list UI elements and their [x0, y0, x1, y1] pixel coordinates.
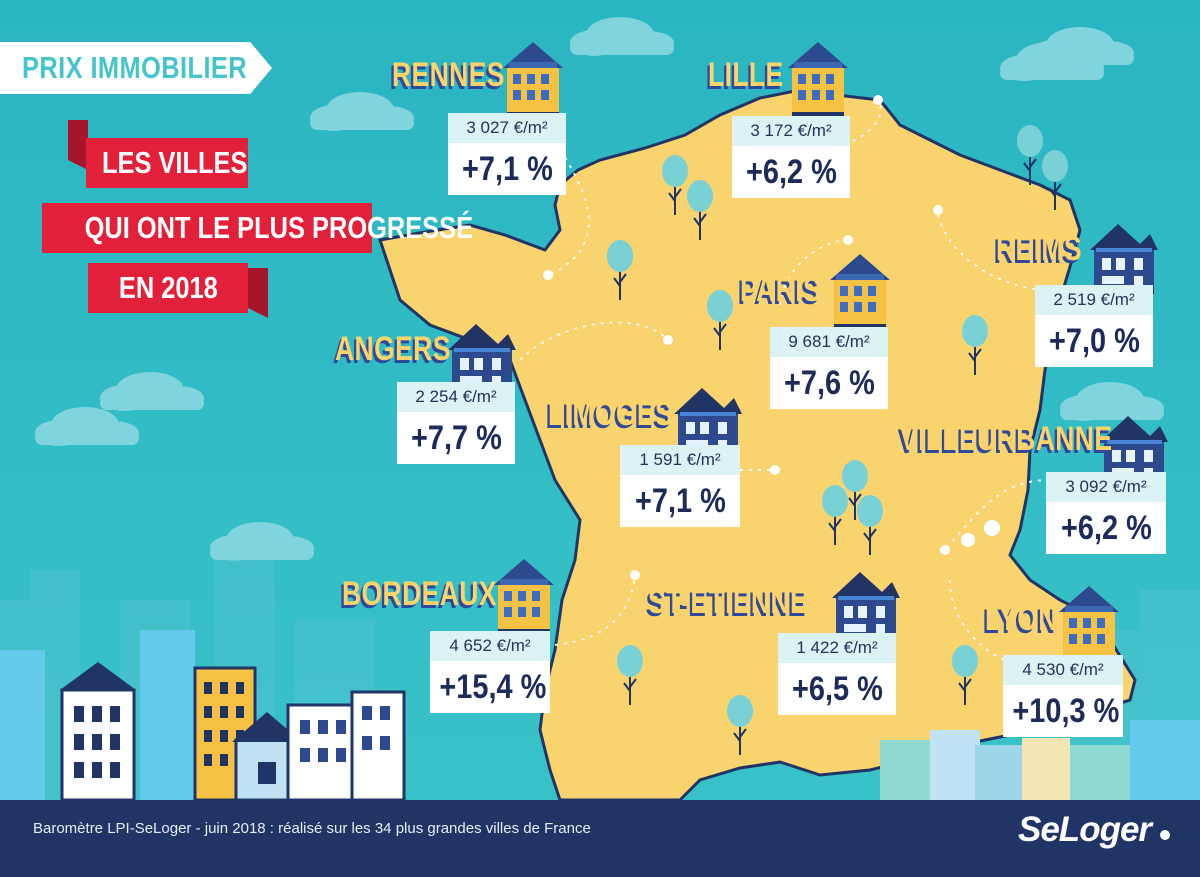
city-label-paris: PARIS [740, 271, 822, 309]
price-card-limoges: 1 591 €/m² +7,1 % [620, 445, 740, 527]
price-card-lille: 3 172 €/m² +6,2 % [732, 116, 850, 198]
change-value: +7,0 % [1035, 315, 1153, 367]
change-value: +7,6 % [770, 357, 888, 409]
tag-banner: PRIX IMMOBILIER [0, 42, 272, 94]
city-label-st-etienne: ST-ETIENNE [648, 583, 809, 621]
price-card-angers: 2 254 €/m² +7,7 % [397, 382, 515, 464]
price-card-rennes: 3 027 €/m² +7,1 % [448, 113, 566, 195]
tag-label: PRIX IMMOBILIER [22, 50, 248, 85]
city-label-reims: REIMS [996, 230, 1082, 268]
change-value: +7,1 % [620, 475, 740, 527]
footer-bar: Baromètre LPI-SeLoger - juin 2018 : réal… [0, 800, 1200, 877]
title-line-2: QUI ONT LE PLUS PROGRESSÉ [42, 203, 473, 253]
change-value: +7,7 % [397, 412, 515, 464]
price-value: 4 530 €/m² [1003, 655, 1123, 685]
city-label-lille: LILLE [708, 56, 784, 94]
title-line-3: EN 2018 [88, 263, 248, 313]
price-value: 3 027 €/m² [448, 113, 566, 143]
change-value: +15,4 % [430, 661, 550, 713]
city-label-lyon: LYON [985, 600, 1058, 638]
price-value: 4 652 €/m² [430, 631, 550, 661]
price-value: 2 519 €/m² [1035, 285, 1153, 315]
change-value: +6,2 % [1046, 502, 1166, 554]
price-value: 3 172 €/m² [732, 116, 850, 146]
price-card-paris: 9 681 €/m² +7,6 % [770, 327, 888, 409]
price-card-lyon: 4 530 €/m² +10,3 % [1003, 655, 1123, 737]
price-card-reims: 2 519 €/m² +7,0 % [1035, 285, 1153, 367]
title-line-1: LES VILLES [86, 138, 248, 188]
change-value: +6,2 % [732, 146, 850, 198]
change-value: +7,1 % [448, 143, 566, 195]
price-value: 2 254 €/m² [397, 382, 515, 412]
source-caption: Baromètre LPI-SeLoger - juin 2018 : réal… [33, 820, 591, 837]
price-card-villeurbanne: 3 092 €/m² +6,2 % [1046, 472, 1166, 554]
price-card-st-etienne: 1 422 €/m² +6,5 % [778, 633, 896, 715]
city-label-rennes: RENNES [392, 56, 505, 94]
price-value: 9 681 €/m² [770, 327, 888, 357]
city-label-limoges: LIMOGES [548, 395, 674, 433]
change-value: +10,3 % [1003, 685, 1123, 737]
price-value: 1 422 €/m² [778, 633, 896, 663]
price-card-bordeaux: 4 652 €/m² +15,4 % [430, 631, 550, 713]
price-value: 3 092 €/m² [1046, 472, 1166, 502]
city-label-villeurbanne: VILLEURBANNE [900, 420, 1113, 458]
price-value: 1 591 €/m² [620, 445, 740, 475]
logo-dot-icon [1160, 830, 1170, 840]
city-label-bordeaux: BORDEAUX [342, 575, 497, 613]
seloger-logo: SeLoger [1018, 810, 1152, 849]
change-value: +6,5 % [778, 663, 896, 715]
city-label-angers: ANGERS [335, 330, 451, 368]
